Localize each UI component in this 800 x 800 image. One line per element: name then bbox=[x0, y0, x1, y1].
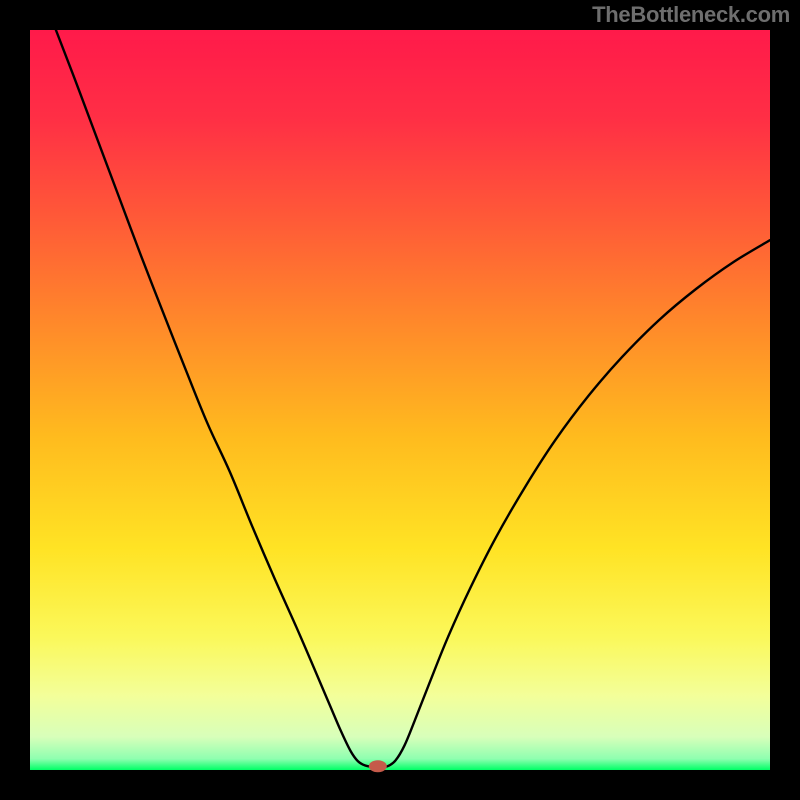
watermark-text: TheBottleneck.com bbox=[592, 2, 790, 28]
plot-background bbox=[30, 30, 770, 770]
optimal-point-marker bbox=[369, 760, 387, 772]
